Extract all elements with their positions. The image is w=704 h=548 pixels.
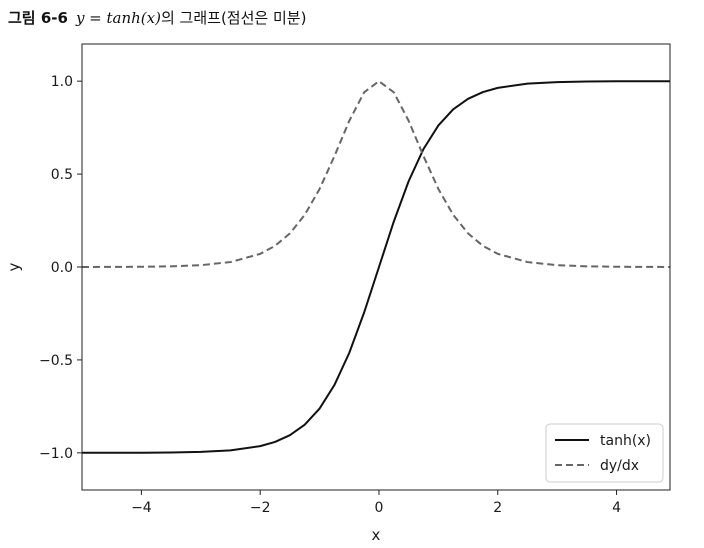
x-tick-label: −2 (250, 500, 271, 516)
y-tick-label: 0.0 (51, 260, 73, 276)
series-line-derivative (81, 80, 671, 268)
y-tick-label: 0.5 (51, 167, 73, 183)
figure-title: 그림 6-6 y = tanh(x)의 그래프(점선은 미분) (8, 6, 306, 30)
y-tick-label: −1.0 (39, 446, 73, 462)
figure-math: y = tanh(x) (75, 9, 161, 27)
x-tick-label: 0 (375, 500, 384, 516)
legend-derivative-label: dy/dx (600, 458, 639, 474)
legend-tanh-label: tanh(x) (600, 433, 651, 449)
series-line-tanh (81, 80, 671, 454)
x-tick-label: 2 (493, 500, 502, 516)
y-tick-label: 1.0 (51, 74, 73, 90)
y-tick-label: −0.5 (39, 353, 73, 369)
x-tick-label: 4 (612, 500, 621, 516)
x-ticks-group: −4 −2 0 2 4 (131, 490, 621, 516)
curves-group (81, 80, 671, 454)
y-ticks-group: −1.0 −0.5 0.0 0.5 1.0 (39, 74, 82, 462)
figure-label: 그림 6-6 (8, 9, 68, 27)
x-axis-label: x (372, 526, 381, 544)
x-tick-label: −4 (131, 500, 152, 516)
y-axis-label: y (5, 262, 23, 271)
legend: tanh(x) dy/dx (545, 423, 664, 483)
figure-caption: 의 그래프(점선은 미분) (160, 9, 307, 27)
legend-box (545, 423, 664, 483)
